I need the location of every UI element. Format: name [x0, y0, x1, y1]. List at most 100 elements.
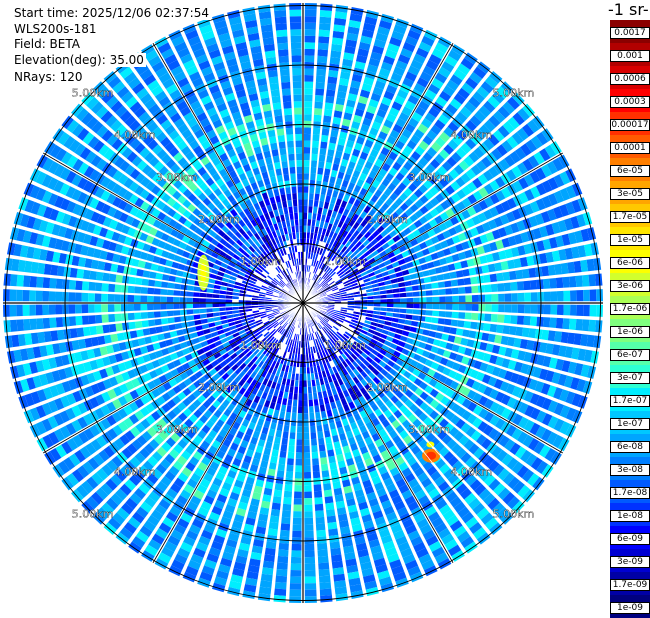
range-gate-cell [303, 199, 308, 206]
range-gate-cell [431, 546, 445, 558]
range-gate-cell [318, 313, 324, 318]
range-gate-cell [277, 250, 282, 258]
range-gate-cell [513, 337, 522, 348]
range-gate-cell [385, 225, 394, 234]
range-gate-cell [208, 547, 221, 557]
range-gate-cell [127, 77, 141, 90]
range-gate-cell [218, 465, 228, 475]
range-gate-cell [438, 374, 448, 384]
range-gate-cell [89, 326, 97, 336]
range-gate-cell [245, 398, 253, 407]
range-gate-cell [231, 485, 242, 495]
range-gate-cell [282, 503, 292, 511]
range-gate-cell [264, 357, 271, 365]
range-gate-cell [320, 280, 327, 287]
range-gate-cell [332, 313, 340, 317]
range-gate-cell [376, 277, 384, 283]
range-gate-cell [193, 409, 203, 419]
range-gate-cell [318, 358, 323, 366]
range-gate-cell [224, 254, 233, 261]
range-gate-cell [243, 324, 250, 329]
range-gate-cell [417, 472, 429, 483]
range-gate-cell [322, 317, 329, 323]
range-gate-cell [332, 481, 342, 490]
range-gate-cell [348, 337, 355, 344]
range-gate-cell [200, 156, 210, 166]
range-gate-cell [180, 53, 193, 65]
range-gate-cell [351, 319, 358, 324]
range-gate-cell [329, 381, 335, 389]
range-gate-cell [202, 400, 212, 409]
range-gate-cell [247, 360, 254, 368]
range-gate-cell [530, 135, 543, 149]
range-gate-cell [337, 84, 348, 93]
range-gate-cell [182, 209, 192, 219]
range-gate-cell [487, 95, 500, 109]
range-gate-cell [511, 500, 525, 514]
range-gate-cell [527, 473, 540, 487]
range-gate-cell [364, 335, 372, 342]
range-gate-cell [96, 125, 109, 138]
range-gate-cell [260, 346, 267, 353]
range-gate-cell [390, 386, 399, 395]
range-gate-cell [429, 388, 439, 398]
range-gate-cell [330, 317, 337, 322]
range-gate-cell [264, 198, 271, 206]
range-gate-cell [224, 143, 234, 152]
range-gate-cell [373, 254, 382, 261]
range-gate-cell [261, 370, 268, 378]
range-gate-cell [419, 356, 428, 365]
range-gate-cell [354, 297, 361, 300]
range-gate-cell [102, 378, 113, 390]
range-gate-cell [335, 4, 349, 13]
range-gate-cell [274, 251, 280, 259]
range-gate-cell [140, 501, 153, 513]
range-gate-cell [326, 309, 334, 313]
range-gate-cell [360, 271, 368, 277]
range-gate-cell [370, 403, 379, 412]
range-gate-cell [550, 291, 558, 302]
range-gate-cell [201, 456, 211, 466]
range-gate-cell [226, 265, 234, 272]
range-gate-cell [134, 321, 143, 329]
range-gate-cell [429, 399, 440, 409]
range-gate-cell [174, 375, 183, 384]
range-gate-cell [197, 212, 206, 221]
range-gate-cell [139, 447, 151, 459]
range-gate-cell [167, 208, 177, 218]
range-gate-cell [337, 171, 345, 180]
range-gate-cell [275, 383, 281, 391]
range-gate-cell [190, 351, 199, 359]
range-gate-cell [266, 204, 273, 213]
range-gate-cell [445, 296, 453, 303]
range-gate-cell [196, 362, 205, 370]
range-gate-cell [207, 221, 216, 229]
range-gate-cell [561, 233, 571, 246]
range-gate-cell [220, 315, 228, 320]
range-gate-cell [274, 347, 280, 355]
range-gate-cell [332, 190, 339, 198]
range-gate-cell [258, 335, 265, 342]
range-gate-cell [476, 507, 490, 520]
range-gate-cell [51, 370, 61, 383]
range-gate-cell [279, 370, 285, 378]
range-gate-cell [277, 317, 284, 323]
range-gate-cell [210, 347, 219, 355]
range-gate-cell [345, 395, 353, 404]
range-gate-cell [401, 419, 411, 429]
range-gate-cell [439, 446, 450, 457]
range-gate-cell [225, 303, 233, 307]
range-gate-cell [350, 245, 358, 253]
range-gate-cell [179, 257, 188, 265]
range-gate-cell [83, 233, 92, 245]
range-gate-cell [71, 123, 84, 137]
range-gate-cell [151, 411, 161, 421]
range-gate-cell [173, 297, 180, 303]
range-gate-cell [241, 280, 249, 285]
range-gate-cell [119, 212, 129, 223]
range-gate-cell [236, 401, 244, 410]
range-gate-cell [411, 111, 423, 123]
range-gate-cell [243, 523, 255, 533]
range-gate-cell [286, 316, 292, 323]
range-gate-cell [275, 340, 281, 348]
